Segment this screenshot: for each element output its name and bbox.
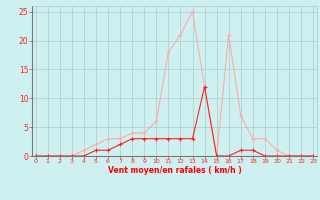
X-axis label: Vent moyen/en rafales ( km/h ): Vent moyen/en rafales ( km/h ): [108, 166, 241, 175]
